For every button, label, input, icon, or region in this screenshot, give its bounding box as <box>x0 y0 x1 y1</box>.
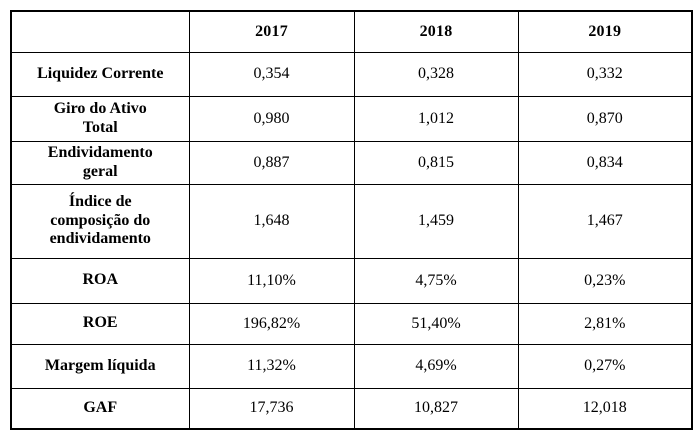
value-cell: 11,32% <box>188 343 355 389</box>
value-cell: 0,815 <box>353 140 519 185</box>
financial-indicators-table: 2017 2018 2019 Liquidez Corrente 0,354 0… <box>10 10 693 430</box>
row-label: GAF <box>10 387 190 430</box>
row-margem-liquida: Margem líquida 11,32% 4,69% 0,27% <box>10 343 693 389</box>
row-gaf: GAF 17,736 10,827 12,018 <box>10 387 693 430</box>
row-label: ROE <box>10 302 190 345</box>
value-cell: 2,81% <box>517 302 693 345</box>
value-cell: 11,10% <box>188 257 355 304</box>
value-cell: 0,887 <box>188 140 355 185</box>
row-label: Endividamento geral <box>10 140 190 185</box>
value-cell: 196,82% <box>188 302 355 345</box>
value-cell: 1,012 <box>353 95 519 142</box>
value-cell: 0,332 <box>517 51 693 97</box>
year-header-2018: 2018 <box>353 10 519 53</box>
row-roe: ROE 196,82% 51,40% 2,81% <box>10 302 693 345</box>
value-cell: 0,328 <box>353 51 519 97</box>
row-label: ROA <box>10 257 190 304</box>
year-header-2019: 2019 <box>517 10 693 53</box>
year-header-2017: 2017 <box>188 10 355 53</box>
row-roa: ROA 11,10% 4,75% 0,23% <box>10 257 693 304</box>
row-indice-composicao-endividamento: Índice de composição do endividamento 1,… <box>10 183 693 259</box>
row-label: Liquidez Corrente <box>10 51 190 97</box>
value-cell: 0,23% <box>517 257 693 304</box>
value-cell: 0,980 <box>188 95 355 142</box>
value-cell: 1,648 <box>188 183 355 259</box>
row-label: Índice de composição do endividamento <box>10 183 190 259</box>
value-cell: 0,354 <box>188 51 355 97</box>
value-cell: 0,870 <box>517 95 693 142</box>
row-giro-ativo-total: Giro do Ativo Total 0,980 1,012 0,870 <box>10 95 693 142</box>
row-label: Giro do Ativo Total <box>10 95 190 142</box>
value-cell: 17,736 <box>188 387 355 430</box>
row-endividamento-geral: Endividamento geral 0,887 0,815 0,834 <box>10 140 693 185</box>
value-cell: 4,75% <box>353 257 519 304</box>
value-cell: 0,834 <box>517 140 693 185</box>
value-cell: 1,467 <box>517 183 693 259</box>
header-row: 2017 2018 2019 <box>10 10 693 53</box>
value-cell: 4,69% <box>353 343 519 389</box>
value-cell: 1,459 <box>353 183 519 259</box>
row-liquidez-corrente: Liquidez Corrente 0,354 0,328 0,332 <box>10 51 693 97</box>
value-cell: 51,40% <box>353 302 519 345</box>
corner-header-cell <box>10 10 190 53</box>
value-cell: 12,018 <box>517 387 693 430</box>
value-cell: 10,827 <box>353 387 519 430</box>
value-cell: 0,27% <box>517 343 693 389</box>
row-label: Margem líquida <box>10 343 190 389</box>
